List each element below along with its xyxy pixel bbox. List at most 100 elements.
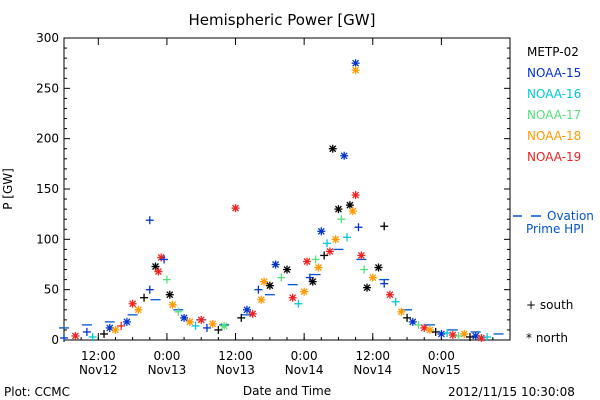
south-marker [100,329,109,338]
north-marker [248,309,257,318]
marker-stroke [303,258,311,265]
marker-stroke [397,308,405,316]
south-marker [360,265,369,274]
north-marker [257,295,266,304]
marker-stroke [129,300,137,308]
x-axis: 12:00Nov120:00Nov1312:00Nov130:00Nov1412… [63,38,511,377]
marker-stroke [123,318,131,326]
marker-stroke [232,204,239,212]
marker-stroke [352,59,360,67]
south-marker [191,321,200,330]
north-marker [271,260,280,269]
marker-stroke [472,332,480,340]
north-marker [345,201,354,210]
north-marker [314,263,323,272]
south-marker [214,325,223,334]
south-marker [88,332,97,341]
y-tick-label: 50 [44,283,59,297]
north-marker [437,329,446,338]
north-marker [397,307,406,316]
x-tick-label-time: 12:00 [81,349,116,363]
south-marker [443,328,452,337]
marker-stroke [346,201,354,209]
data-points [60,59,492,342]
north-marker [425,325,434,334]
marker-stroke [257,296,265,304]
marker-stroke [220,322,228,330]
legend-noaa-16: NOAA-16 [527,87,581,101]
south-marker [174,307,183,316]
marker-stroke [300,288,308,296]
marker-stroke [314,264,322,271]
south-marker [254,285,263,294]
north-marker [111,325,120,334]
north-marker [154,267,163,276]
marker-stroke [357,251,365,259]
north-marker [477,333,486,342]
marker-stroke [349,207,357,215]
north-marker [351,191,360,200]
x-tick-label-time: 0:00 [428,349,455,363]
south-marker [465,332,474,341]
y-axis-label: P [GW] [1,168,15,210]
marker-key: + south * north [526,298,573,345]
north-marker [325,247,334,256]
x-tick-label-date: Nov14 [285,363,324,377]
south-marker [305,273,314,282]
marker-stroke [260,278,268,286]
north-marker [168,300,177,309]
south-marker [431,327,440,336]
south-marker [294,299,303,308]
north-marker [242,305,251,314]
marker-stroke [326,247,334,255]
north-marker [334,205,343,214]
north-marker [185,317,194,326]
south-marker [311,255,320,264]
y-axis: 0 50 100 150 200 250 300 [36,31,510,347]
legend-metp-02: METP-02 [527,45,579,59]
south-marker [145,285,154,294]
north-marker [331,235,340,244]
marker-stroke [375,264,382,271]
ovation-legend-line1: Ovation [547,209,594,223]
plot-frame [63,37,511,341]
marker-stroke [152,263,159,270]
south-marker [237,313,246,322]
north-marker [408,317,417,326]
ovation-legend: Ovation Prime HPI [513,209,594,236]
legend-noaa-18: NOAA-18 [527,129,581,143]
north-marker [340,151,349,160]
north-marker [122,317,131,326]
north-marker [460,329,469,338]
marker-stroke [449,331,457,339]
marker-key-north: * north [526,331,568,345]
y-tick-label: 0 [51,333,59,347]
marker-stroke [134,306,142,314]
north-marker [288,293,297,302]
x-tick-label-date: Nov12 [79,363,118,377]
marker-stroke [340,152,348,160]
marker-key-south: + south [526,298,573,312]
marker-stroke [420,324,428,332]
north-marker [351,66,360,75]
footer-timestamp: 2012/11/15 10:30:08 [448,385,575,399]
south-marker [483,332,492,341]
marker-stroke [409,318,417,326]
marker-stroke [309,278,317,286]
north-marker [260,277,269,286]
marker-stroke [289,294,297,302]
legend-noaa-15: NOAA-15 [527,66,581,80]
marker-stroke [249,310,257,318]
north-marker [105,323,114,332]
x-tick-label-date: Nov13 [148,363,187,377]
south-marker [403,313,412,322]
marker-stroke [166,291,174,299]
north-marker [134,305,143,314]
south-marker [323,239,332,248]
north-marker [71,331,80,340]
north-marker [328,144,337,153]
x-tick-label-time: 0:00 [291,349,318,363]
marker-stroke [180,314,188,322]
north-marker [385,290,394,299]
